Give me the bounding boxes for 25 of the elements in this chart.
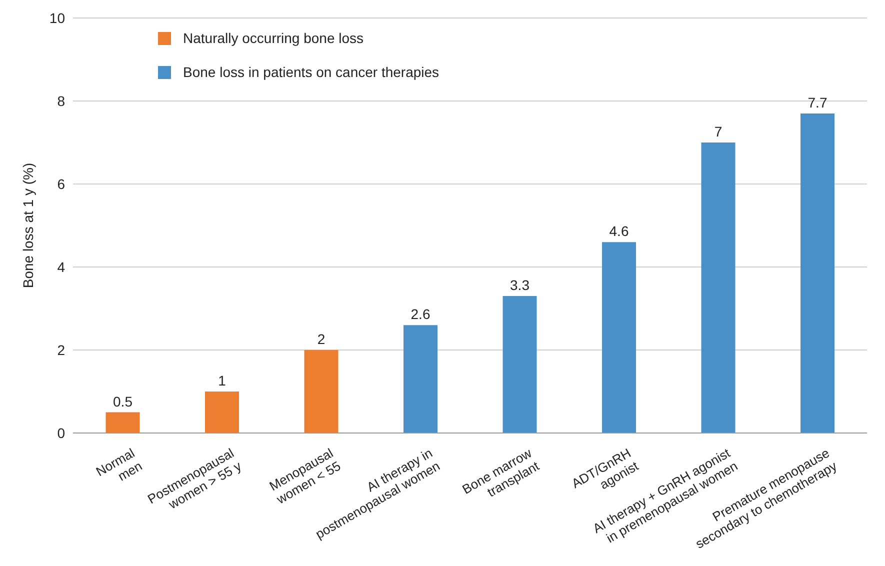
y-tick-label: 4	[57, 258, 66, 275]
data-label: 2	[317, 331, 326, 347]
bar	[602, 242, 636, 433]
data-label: 1	[218, 372, 226, 388]
bar	[304, 350, 338, 433]
data-label: 2.6	[410, 306, 430, 322]
bar	[502, 296, 537, 433]
data-label: 4.6	[609, 223, 629, 240]
y-tick-label: 0	[57, 424, 66, 441]
bar	[106, 412, 140, 433]
legend-label: Bone loss in patients on cancer therapies	[183, 64, 440, 80]
y-axis-title: Bone loss at 1 y (%)	[20, 162, 36, 288]
data-label: 7.7	[808, 94, 828, 110]
bar	[205, 392, 240, 433]
legend-label: Naturally occurring bone loss	[183, 30, 364, 46]
bar	[404, 325, 438, 433]
data-label: 0.5	[113, 393, 133, 410]
bar	[701, 142, 736, 433]
y-tick-label: 10	[49, 10, 66, 26]
data-label: 7	[714, 124, 722, 140]
y-tick-label: 6	[57, 176, 66, 192]
data-label: 3.3	[510, 277, 530, 294]
bar	[800, 113, 835, 433]
y-tick-label: 8	[57, 92, 66, 109]
y-tick-label: 2	[57, 342, 66, 358]
